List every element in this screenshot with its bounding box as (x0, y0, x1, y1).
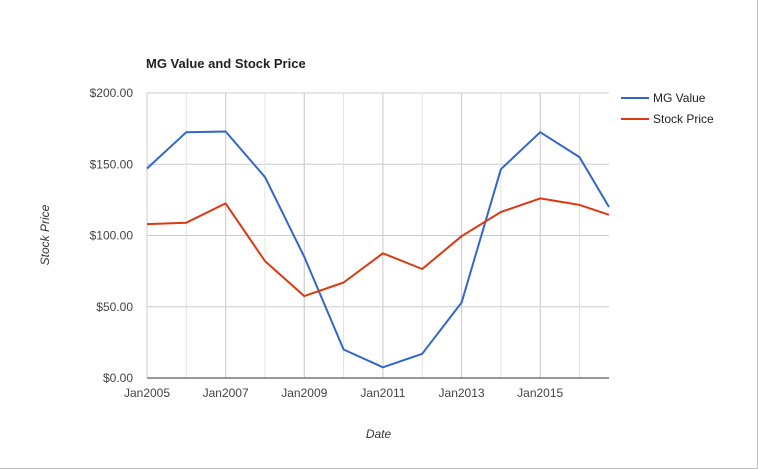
grid (146, 92, 609, 378)
y-tick-label: $50.00 (96, 300, 133, 314)
chart-title: MG Value and Stock Price (146, 56, 306, 71)
x-tick-label: Jan2015 (517, 386, 563, 400)
y-tick-labels: $0.00 $50.00 $100.00 $150.00 $200.00 (90, 86, 134, 385)
x-tick-label: Jan2009 (281, 386, 327, 400)
legend: MG Value Stock Price (621, 91, 714, 126)
legend-label-stock-price: Stock Price (653, 112, 714, 126)
series-line-stock-price (146, 197, 610, 298)
x-tick-label: Jan2013 (439, 386, 485, 400)
legend-label-mg-value: MG Value (653, 91, 706, 105)
x-axis-title: Date (366, 427, 392, 441)
y-tick-label: $200.00 (90, 86, 134, 100)
y-tick-label: $100.00 (90, 229, 134, 243)
y-tick-label: $150.00 (90, 157, 134, 171)
x-tick-label: Jan2007 (203, 386, 249, 400)
series-lines (146, 130, 610, 369)
series-line-mg-value (146, 130, 610, 369)
x-tick-label: Jan2011 (360, 386, 405, 400)
x-tick-label: Jan2005 (124, 386, 170, 400)
x-tick-labels: Jan2005 Jan2007 Jan2009 Jan2011 Jan2013 Jan20… (124, 386, 564, 400)
y-tick-label: $0.00 (103, 371, 133, 385)
y-axis-title: Stock Price (38, 204, 52, 265)
